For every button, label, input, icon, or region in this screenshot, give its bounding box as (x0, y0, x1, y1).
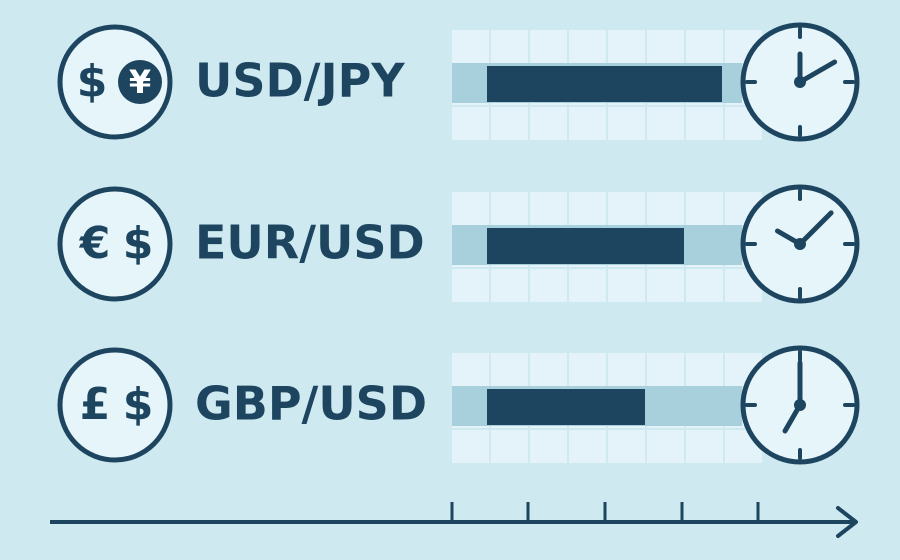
currency-symbol: ¥ (129, 63, 151, 101)
session-bar (487, 66, 722, 102)
grid-cell (491, 107, 528, 140)
grid-cell (569, 107, 606, 140)
grid-cell (530, 430, 567, 463)
pair-label: GBP/USD (195, 377, 427, 431)
clock-hand (797, 210, 834, 247)
currency-badge (57, 347, 173, 463)
grid-cell (686, 430, 723, 463)
grid-cell (452, 192, 489, 225)
grid-cell (491, 353, 528, 386)
grid-cell (452, 107, 489, 140)
currency-symbol: £ (80, 379, 111, 430)
grid-cell (452, 353, 489, 386)
grid-cell (686, 269, 723, 302)
grid-cell (569, 430, 606, 463)
currency-badge (57, 186, 173, 302)
clock-center (794, 399, 806, 411)
grid-cell (608, 430, 645, 463)
currency-row: £ $ GBP/USD (57, 345, 860, 465)
currency-symbol: $ (123, 379, 154, 430)
grid-cell (647, 269, 684, 302)
symbol-disc (118, 60, 162, 104)
grid-cell (530, 107, 567, 140)
grid-cell (608, 353, 645, 386)
clock-center (794, 238, 806, 250)
currency-symbol: € (79, 218, 111, 269)
grid-cell (686, 30, 723, 63)
grid-cell (569, 269, 606, 302)
grid-cell (491, 269, 528, 302)
time-axis (50, 502, 858, 538)
grid-cell (608, 107, 645, 140)
grid-cell (569, 30, 606, 63)
grid-cell (452, 30, 489, 63)
grid-cell (647, 353, 684, 386)
session-bar (487, 389, 645, 425)
grid-cell (491, 430, 528, 463)
currency-badge (57, 24, 173, 140)
pair-label: USD/JPY (195, 54, 405, 108)
grid-cell (647, 107, 684, 140)
grid-cell (530, 192, 567, 225)
grid-cell (530, 30, 567, 63)
pair-label: EUR/USD (195, 216, 425, 270)
grid-cell (452, 269, 489, 302)
currency-row: $ ¥ USD/JPY (57, 22, 860, 142)
grid-cell (647, 192, 684, 225)
currency-symbol: $ (123, 218, 154, 269)
grid-cell (530, 269, 567, 302)
grid-cell (452, 430, 489, 463)
grid-cell (569, 192, 606, 225)
grid-cell (647, 30, 684, 63)
session-bar (487, 228, 684, 264)
grid-cell (530, 353, 567, 386)
currency-symbol: $ (77, 56, 108, 107)
grid-cell (647, 430, 684, 463)
grid-cell (686, 192, 723, 225)
grid-cell (686, 107, 723, 140)
grid-cell (608, 269, 645, 302)
grid-cell (686, 353, 723, 386)
grid-cell (608, 30, 645, 63)
grid-cell (491, 30, 528, 63)
currency-row: € $ EUR/USD (57, 184, 860, 304)
clock-center (794, 76, 806, 88)
grid-cell (491, 192, 528, 225)
grid-cell (569, 353, 606, 386)
grid-cell (608, 192, 645, 225)
clock-hand (797, 59, 838, 85)
